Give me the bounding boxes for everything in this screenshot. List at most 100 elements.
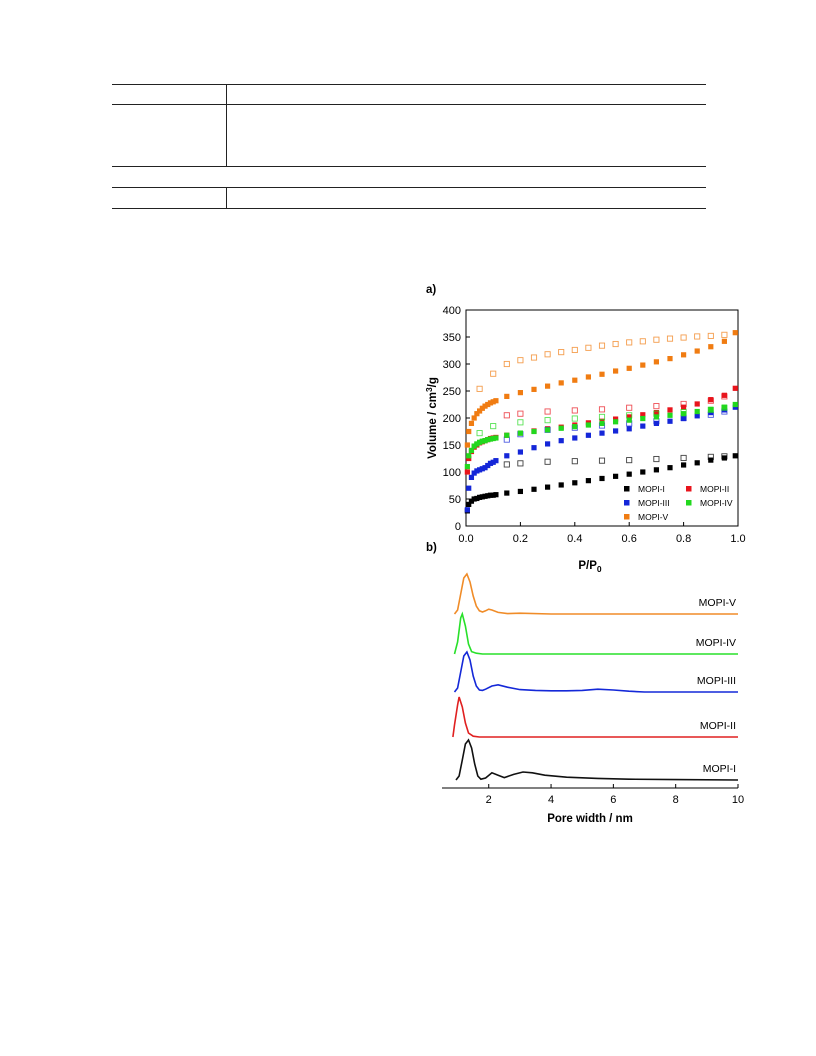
- mopi-v-adsorption-point: [599, 371, 605, 377]
- mopi-iv-adsorption-point: [504, 432, 510, 438]
- isotherm-x-tick-label: 0.8: [676, 533, 691, 545]
- mopi-i-adsorption-point: [599, 475, 605, 482]
- mopi-iv-adsorption-point: [487, 436, 494, 442]
- mopi-ii-legend-marker: [686, 486, 692, 492]
- mopi-i-adsorption-point: [653, 467, 659, 473]
- mopi-iv-adsorption-point: [572, 424, 578, 430]
- mopi-iv-legend-label: MOPI-IV: [700, 498, 733, 508]
- mopi-i-adsorption-point: [721, 455, 727, 461]
- mopi-iv-adsorption-point: [613, 419, 619, 425]
- pore-x-tick-label: 2: [486, 794, 492, 806]
- mopi-v-adsorption-point: [708, 344, 714, 350]
- mopi-v-curve-label: MOPI-V: [699, 597, 736, 609]
- table-column-divider: [226, 84, 227, 166]
- mopi-v-desorption-point: [585, 344, 592, 351]
- mopi-v-adsorption-point: [464, 442, 470, 448]
- mopi-ii-desorption-point: [598, 406, 606, 413]
- mopi-v-adsorption-point: [721, 338, 727, 344]
- mopi-iii-distribution-line: [453, 650, 738, 693]
- mopi-iv-adsorption-point: [517, 430, 523, 436]
- mopi-iii-adsorption-point: [466, 485, 472, 491]
- mopi-iii-adsorption-point: [531, 445, 537, 451]
- mopi-i-distribution-line: [455, 738, 739, 781]
- mopi-iii-adsorption-point: [599, 430, 605, 436]
- mopi-iii-adsorption-point: [585, 432, 591, 438]
- mopi-v-desorption-point: [680, 334, 687, 341]
- mopi-iv-adsorption-point: [626, 417, 632, 423]
- mopi-iii-adsorption-point: [471, 470, 477, 476]
- mopi-ii-adsorption-point: [708, 397, 714, 403]
- mopi-i-adsorption-point: [558, 482, 564, 488]
- isotherm-y-tick-label: 400: [443, 305, 461, 317]
- mopi-iv-adsorption-point: [468, 447, 475, 453]
- mopi-iii-adsorption-point: [464, 507, 470, 513]
- mopi-ii-adsorption-point: [640, 412, 646, 418]
- table-row-rule: [112, 187, 706, 188]
- mopi-ii-desorption-point: [544, 408, 551, 415]
- mopi-iii-adsorption-point: [613, 428, 619, 434]
- mopi-v-distribution-line: [453, 572, 738, 615]
- pore-x-tick-label: 8: [673, 794, 679, 806]
- mopi-iii-adsorption-point: [474, 468, 480, 474]
- pore-x-tick-label: 4: [548, 794, 554, 806]
- mopi-iv-adsorption-point: [474, 441, 480, 447]
- mopi-i-adsorption-point: [732, 453, 738, 459]
- mopi-iv-desorption-point: [544, 417, 551, 424]
- pore-distribution-chart: 2 4 6 8 10 MOPI-V MOPI-IV MOPI-III MOPI-II MOPI-…: [442, 572, 744, 825]
- mopi-v-desorption-point: [694, 333, 701, 340]
- isotherm-x-tick-label: 0.0: [458, 533, 473, 545]
- mopi-ii-adsorption-point: [626, 414, 632, 420]
- isotherm-chart: 0.0 0.2 0.4 0.6 0.8 1.0 0 50 100 150 200 250 300 350 4…: [424, 305, 746, 574]
- mopi-i-desorption-point: [571, 458, 578, 465]
- mopi-iv-adsorption-point: [531, 428, 537, 435]
- mopi-i-adsorption-point: [613, 473, 619, 479]
- mopi-i-adsorption-point: [466, 501, 472, 507]
- panel-a-label: a): [426, 284, 436, 296]
- mopi-iii-adsorption-point: [485, 462, 491, 469]
- mopi-i-adsorption-point: [572, 480, 578, 486]
- mopi-v-adsorption-point: [531, 386, 537, 392]
- mopi-v-legend-marker: [624, 514, 630, 520]
- mopi-iv-adsorption-point: [482, 438, 488, 444]
- mopi-iii-adsorption-point: [572, 435, 578, 441]
- mopi-ii-adsorption-point: [681, 404, 687, 410]
- mopi-ii-desorption-point: [653, 403, 660, 410]
- mopi-v-desorption-point: [558, 349, 565, 356]
- mopi-ii-desorption-point: [503, 412, 510, 419]
- mopi-ii-adsorption-point: [694, 401, 700, 407]
- mopi-iii-adsorption-point: [504, 453, 510, 459]
- panel-b-label: b): [426, 542, 437, 554]
- mopi-i-adsorption-point: [640, 469, 646, 475]
- mopi-i-adsorption-point: [681, 462, 687, 468]
- mopi-v-adsorption-point: [504, 393, 510, 399]
- mopi-v-desorption-point: [490, 370, 497, 377]
- mopi-v-desorption-point: [571, 346, 578, 354]
- mopi-i-adsorption-point: [474, 495, 480, 502]
- mopi-i-adsorption-point: [493, 492, 499, 498]
- mopi-v-adsorption-point: [468, 420, 475, 426]
- isotherm-y-tick-label: 100: [443, 467, 461, 479]
- mopi-v-adsorption-point: [477, 408, 483, 414]
- isotherm-y-tick-label: 0: [455, 521, 461, 533]
- mopi-iv-legend-marker: [686, 500, 692, 506]
- mopi-iii-adsorption-point: [681, 415, 687, 422]
- mopi-iii-adsorption-point: [653, 420, 659, 426]
- mopi-iv-desorption-point: [517, 419, 524, 426]
- mopi-i-desorption-point: [626, 457, 633, 464]
- mopi-v-adsorption-point: [474, 411, 480, 417]
- mopi-i-adsorption-point: [694, 460, 700, 466]
- pore-x-tick-label: 6: [610, 794, 616, 806]
- mopi-iv-curve-label: MOPI-IV: [696, 637, 736, 649]
- mopi-i-adsorption-point: [482, 493, 488, 499]
- mopi-iv-desorption-point: [598, 413, 606, 420]
- mopi-v-desorption-point: [598, 342, 606, 349]
- isotherm-x-tick-label: 0.4: [567, 533, 582, 545]
- mopi-ii-curve-label: MOPI-II: [700, 720, 736, 732]
- isotherm-x-tick-label: 0.2: [513, 533, 528, 545]
- mopi-i-adsorption-point: [487, 492, 494, 498]
- mopi-v-adsorption-point: [493, 398, 499, 404]
- mopi-ii-desorption-point: [626, 404, 633, 411]
- mopi-i-adsorption-point: [468, 498, 475, 504]
- isotherm-y-tick-label: 300: [443, 359, 461, 371]
- isotherm-y-tick-label: 200: [443, 413, 461, 425]
